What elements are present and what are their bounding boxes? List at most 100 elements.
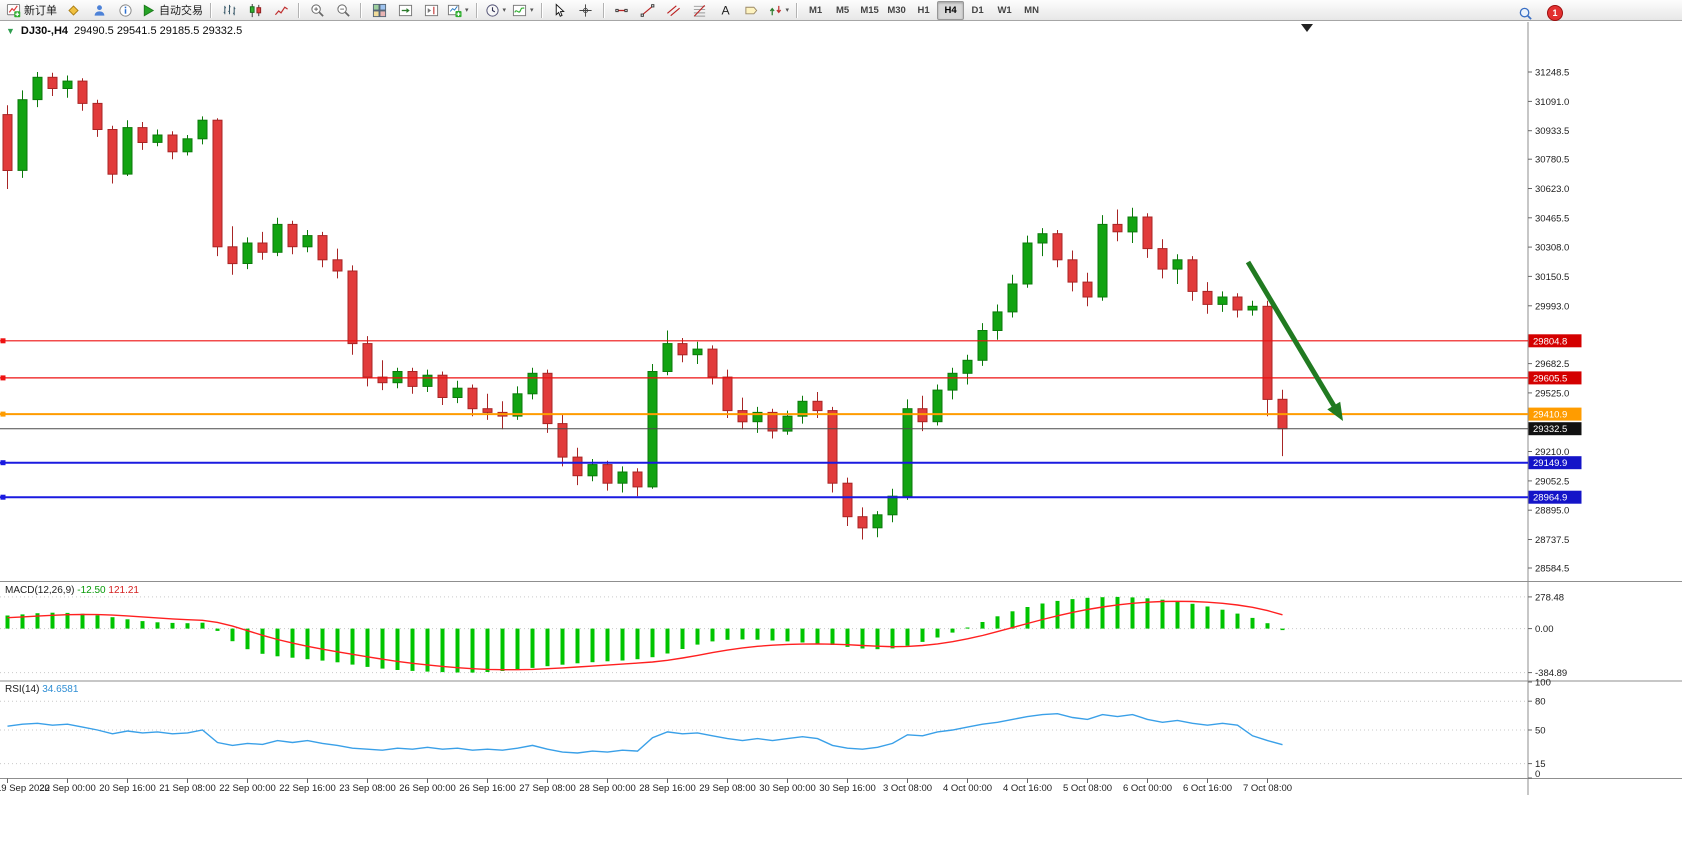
toolbar-button-info[interactable] xyxy=(112,0,138,20)
candle xyxy=(167,134,178,153)
candle xyxy=(722,376,733,412)
horizontal-line-29605.5[interactable]: 29605.5 xyxy=(0,371,1582,385)
toolbar-button-person[interactable] xyxy=(86,0,112,20)
candle xyxy=(422,374,433,387)
toolbar-button-text[interactable]: A xyxy=(713,0,739,20)
toolbar-button-trendline[interactable] xyxy=(635,0,661,20)
toolbar-button-candle-chart[interactable] xyxy=(242,0,268,20)
candle xyxy=(17,99,28,171)
svg-text:20 Sep 00:00: 20 Sep 00:00 xyxy=(39,783,96,794)
toolbar-right-group: 1 xyxy=(1512,3,1563,23)
toolbar-button-crosshair[interactable] xyxy=(573,0,599,20)
candle xyxy=(212,119,223,248)
autotrade-icon xyxy=(141,3,156,18)
svg-text:A: A xyxy=(721,3,730,17)
candle xyxy=(812,400,823,412)
horizontal-line-29804.8[interactable]: 29804.8 xyxy=(0,334,1582,348)
timeframe-button-m5[interactable]: M5 xyxy=(835,4,850,16)
svg-text:6 Oct 16:00: 6 Oct 16:00 xyxy=(1183,783,1232,794)
candle xyxy=(1052,233,1063,261)
notification-badge[interactable]: 1 xyxy=(1547,5,1563,21)
toolbar-separator xyxy=(796,2,799,18)
candle xyxy=(992,311,1003,331)
symbol-timeframe-label: DJ30-,H4 xyxy=(20,25,68,37)
price-badge xyxy=(1528,334,1582,348)
price-axis[interactable]: 31248.5 31091.0 30933.5 30780.5 30623.0 30465… xyxy=(1528,68,1569,575)
candle xyxy=(1202,290,1213,305)
svg-text:30 Sep 00:00: 30 Sep 00:00 xyxy=(759,783,816,794)
svg-text:30623.0: 30623.0 xyxy=(1535,184,1569,195)
timeframe-button-mn[interactable]: MN xyxy=(1024,4,1039,16)
clock-icon xyxy=(485,3,500,18)
horizontal-line-28964.9[interactable]: 28964.9 xyxy=(0,490,1582,504)
caret-down-icon: ▾ xyxy=(785,6,790,14)
svg-text:29605.5: 29605.5 xyxy=(1533,373,1567,384)
crosshair-icon xyxy=(578,3,593,18)
svg-text:30780.5: 30780.5 xyxy=(1535,155,1569,166)
candle xyxy=(392,371,403,384)
svg-text:22 Sep 00:00: 22 Sep 00:00 xyxy=(219,783,276,794)
timeframe-button-m30[interactable]: M30 xyxy=(887,4,906,16)
candle xyxy=(707,348,718,378)
svg-text:26 Sep 00:00: 26 Sep 00:00 xyxy=(399,783,456,794)
svg-text:29210.0: 29210.0 xyxy=(1535,447,1569,458)
line-handle xyxy=(0,494,6,500)
toolbar-button-chart-shift[interactable] xyxy=(418,0,444,20)
line-handle xyxy=(0,375,6,381)
toolbar-button-label[interactable] xyxy=(739,0,765,20)
info-icon xyxy=(118,3,133,18)
candle xyxy=(227,246,238,265)
toolbar-button-tile-windows[interactable] xyxy=(366,0,392,20)
toolbar-button-indicators[interactable]: ▾ xyxy=(509,0,537,20)
toolbar-button-zoom-out[interactable] xyxy=(330,0,356,20)
svg-text:29 Sep 08:00: 29 Sep 08:00 xyxy=(699,783,756,794)
candle xyxy=(482,408,493,413)
toolbar-button-channel[interactable] xyxy=(661,0,687,20)
candle xyxy=(1037,233,1048,244)
toolbar-button-autotrade[interactable]: 自动交易 xyxy=(138,0,206,20)
toolbar-button-bar-chart[interactable] xyxy=(216,0,242,20)
search-button[interactable] xyxy=(1512,3,1538,23)
candle xyxy=(437,374,448,399)
candle xyxy=(782,415,793,432)
price-badge xyxy=(1528,371,1582,385)
toolbar-button-zoom-in[interactable] xyxy=(304,0,330,20)
toolbar-button-auto-scroll[interactable] xyxy=(392,0,418,20)
svg-text:0: 0 xyxy=(1535,769,1540,780)
rsi-label: RSI(14) 34.6581 xyxy=(5,684,78,695)
timeframe-button-h4[interactable]: H4 xyxy=(937,0,965,20)
toolbar-button-clock[interactable]: ▾ xyxy=(482,0,510,20)
timeframe-button-m1[interactable]: M1 xyxy=(808,4,823,16)
svg-text:30933.5: 30933.5 xyxy=(1535,126,1569,137)
trend-arrow[interactable] xyxy=(1245,260,1343,421)
svg-text:20 Sep 16:00: 20 Sep 16:00 xyxy=(99,783,156,794)
svg-text:29682.5: 29682.5 xyxy=(1535,359,1569,370)
bid-price-line[interactable]: 29332.5 xyxy=(0,422,1582,436)
one-click-trading-toggle[interactable]: ▼ xyxy=(6,26,15,36)
horizontal-line-29149.9[interactable]: 29149.9 xyxy=(0,456,1582,470)
timeframe-button-m15[interactable]: M15 xyxy=(860,4,879,16)
toolbar-button-gold-diamond[interactable] xyxy=(60,0,86,20)
toolbar-button-line-chart[interactable] xyxy=(268,0,294,20)
svg-text:29804.8: 29804.8 xyxy=(1533,336,1567,347)
toolbar-button-hline[interactable] xyxy=(609,0,635,20)
svg-text:28 Sep 16:00: 28 Sep 16:00 xyxy=(639,783,696,794)
shapes-icon xyxy=(768,3,783,18)
timeframe-button-h1[interactable]: H1 xyxy=(917,4,930,16)
toolbar-button-new-order[interactable]: 新订单 xyxy=(3,0,60,20)
candle xyxy=(737,410,748,423)
timeframe-button-w1[interactable]: W1 xyxy=(997,4,1012,16)
toolbar-button-fibonacci[interactable] xyxy=(687,0,713,20)
toolbar-button-new-chart[interactable]: ▾ xyxy=(444,0,472,20)
horizontal-line-29410.9[interactable]: 29410.9 xyxy=(0,407,1582,421)
timeframe-button-d1[interactable]: D1 xyxy=(971,4,984,16)
svg-text:50: 50 xyxy=(1535,726,1546,737)
toolbar-button-cursor[interactable] xyxy=(547,0,573,20)
candle xyxy=(542,372,553,425)
toolbar-button-shapes[interactable]: ▾ xyxy=(765,0,793,20)
chart-shift-marker[interactable] xyxy=(1301,24,1313,32)
svg-text:30465.5: 30465.5 xyxy=(1535,213,1569,224)
candle xyxy=(1157,248,1168,270)
